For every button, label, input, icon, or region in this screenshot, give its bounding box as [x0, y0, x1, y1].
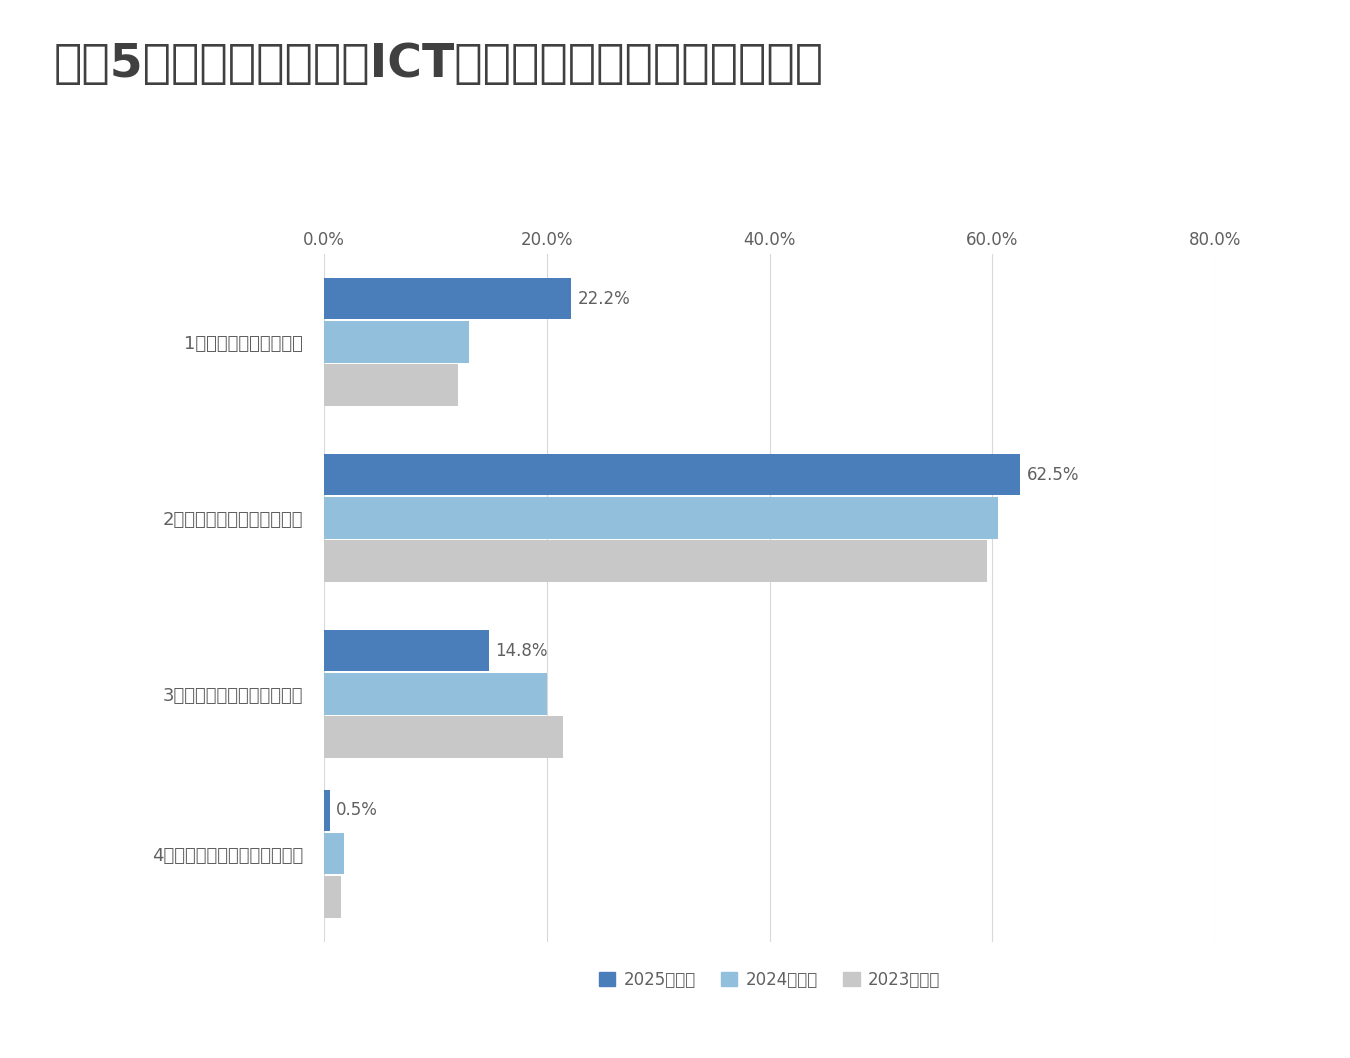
Bar: [324, 364, 458, 406]
Legend: 2025選択率, 2024選択率, 2023選択率: 2025選択率, 2024選択率, 2023選択率: [591, 964, 948, 996]
Text: 《図5》導入した生徒用ICT端末の効果的な活用について: 《図5》導入した生徒用ICT端末の効果的な活用について: [54, 42, 823, 88]
Bar: [324, 278, 571, 320]
Text: 62.5%: 62.5%: [1027, 466, 1079, 484]
Bar: [324, 497, 998, 539]
Bar: [324, 716, 563, 758]
Text: 22.2%: 22.2%: [578, 290, 630, 308]
Bar: [324, 789, 329, 832]
Text: 0.5%: 0.5%: [336, 802, 378, 820]
Bar: [324, 321, 468, 363]
Bar: [324, 541, 987, 582]
Bar: [324, 833, 344, 875]
Text: 14.8%: 14.8%: [495, 641, 548, 659]
Bar: [324, 454, 1021, 495]
Bar: [324, 673, 547, 714]
Bar: [324, 630, 489, 672]
Bar: [324, 876, 340, 917]
